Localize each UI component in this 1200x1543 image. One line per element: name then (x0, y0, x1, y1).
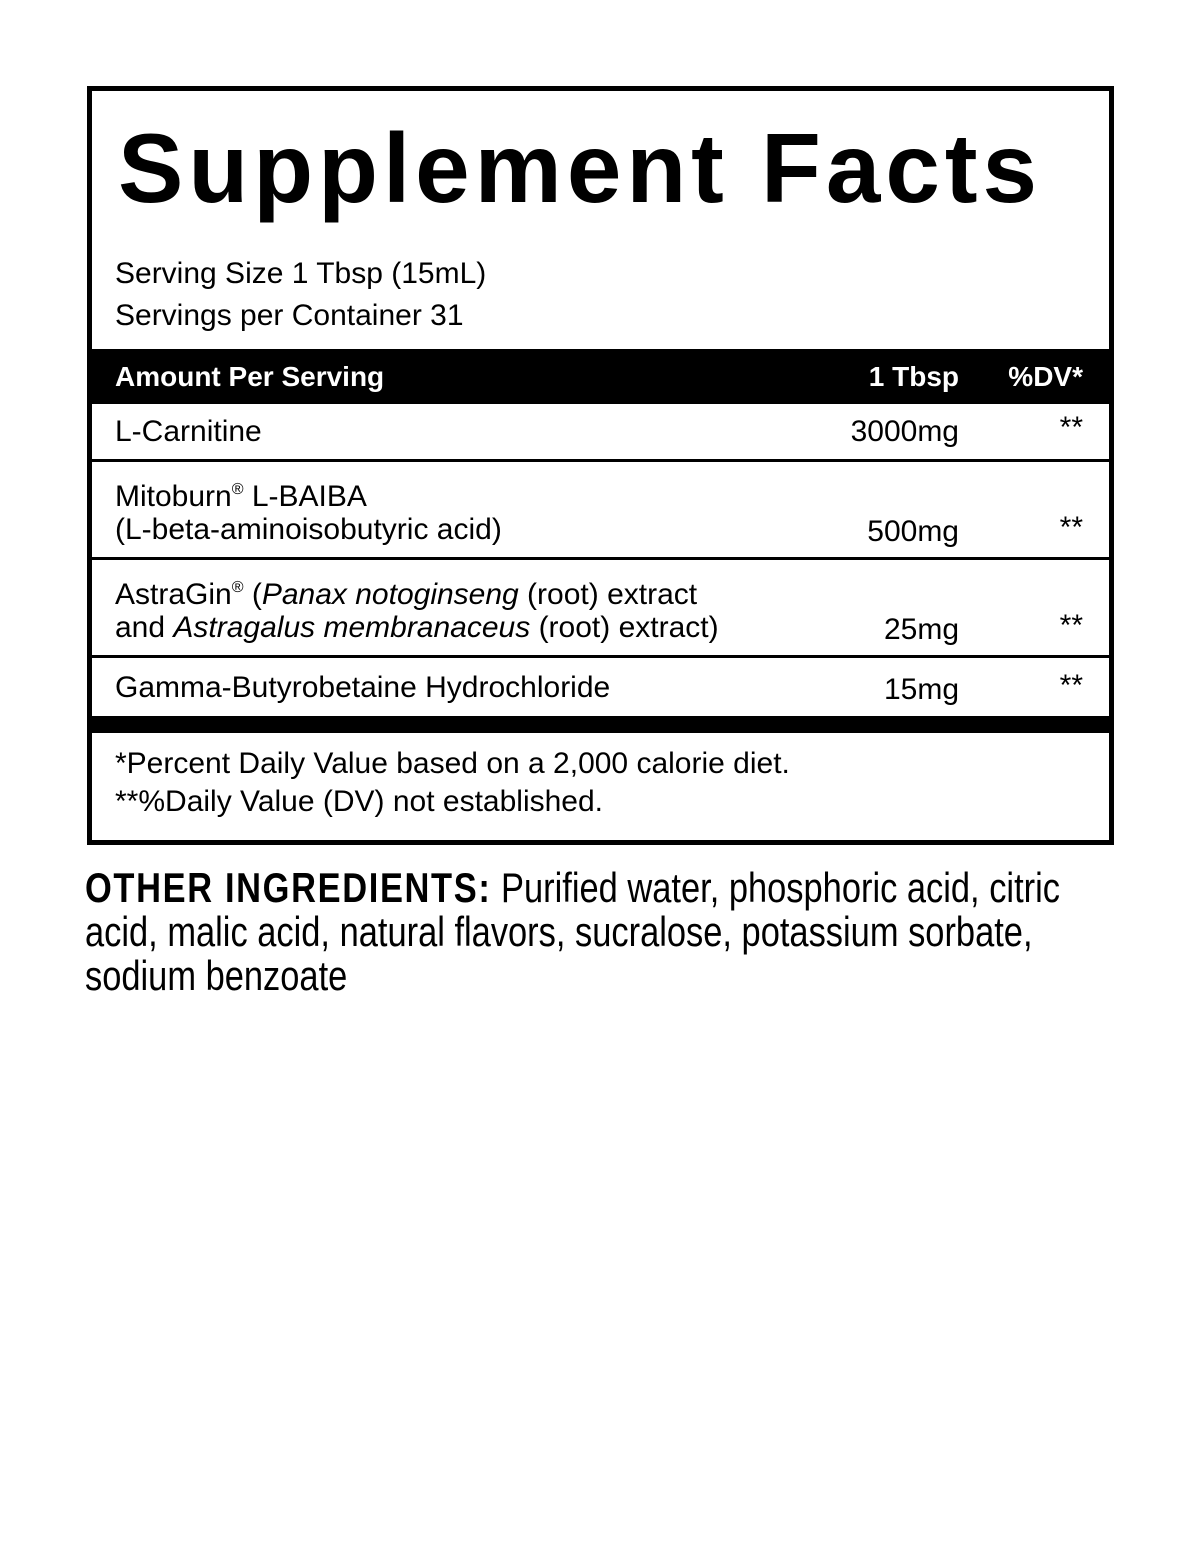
divider-bar (92, 716, 1109, 733)
name-italic: Astragalus membranaceus (173, 611, 531, 644)
ingredient-dv: ** (1059, 609, 1083, 642)
name-part: (root) extract (518, 578, 698, 611)
registered-mark: ® (231, 579, 244, 596)
ingredient-amount: 3000mg (850, 415, 959, 448)
ingredient-dv: ** (1059, 669, 1083, 702)
name-part: ( (243, 578, 262, 611)
registered-mark: ® (231, 481, 244, 498)
name-part: (root) extract) (530, 611, 719, 644)
ingredient-name: Gamma-Butyrobetaine Hydrochloride (115, 671, 611, 704)
name-part: and (115, 611, 174, 644)
table-row: Mitoburn® L-BAIBA (L-beta-aminoisobutyri… (92, 462, 1109, 560)
footnote: **%Daily Value (DV) not established. (115, 785, 604, 818)
amount-per-serving-label: Amount Per Serving (115, 361, 385, 392)
other-ingredients-label: OTHER INGREDIENTS: (85, 864, 492, 911)
dv-header: %DV* (1008, 361, 1083, 392)
ingredient-name: Mitoburn® L-BAIBA (115, 470, 367, 517)
supplement-facts-panel: Supplement Facts Serving Size 1 Tbsp (15… (87, 86, 1114, 845)
unit-header: 1 Tbsp (868, 361, 959, 392)
servings-per-container: Servings per Container 31 (115, 299, 464, 332)
name-part: L-BAIBA (243, 480, 367, 513)
footnote: *Percent Daily Value based on a 2,000 ca… (115, 747, 790, 780)
table-row: AstraGin® (Panax notoginseng (root) extr… (92, 560, 1109, 658)
table-row: Gamma-Butyrobetaine Hydrochloride 15mg *… (92, 658, 1109, 716)
table-row: L-Carnitine 3000mg ** (92, 404, 1109, 462)
ingredient-name-line2: (L-beta-aminoisobutyric acid) (115, 513, 502, 546)
name-italic: Panax notoginseng (261, 578, 519, 611)
name-part: Mitoburn (115, 480, 232, 513)
other-ingredients: OTHER INGREDIENTS: Purified water, phosp… (85, 866, 1118, 998)
ingredient-amount: 500mg (867, 515, 959, 548)
name-part: AstraGin (115, 578, 232, 611)
ingredient-name: L-Carnitine (115, 415, 262, 448)
ingredient-amount: 15mg (883, 673, 959, 706)
panel-title: Supplement Facts (118, 113, 1043, 223)
other-ingredients-text: Purified water, phosphoric acid, citric … (85, 864, 1060, 999)
ingredient-dv: ** (1059, 511, 1083, 544)
serving-size: Serving Size 1 Tbsp (15mL) (115, 257, 487, 290)
ingredient-name-line2: and Astragalus membranaceus (root) extra… (115, 608, 719, 648)
ingredient-dv: ** (1059, 411, 1083, 444)
table-header: Amount Per Serving 1 Tbsp %DV* (92, 349, 1109, 404)
ingredient-name: AstraGin® (Panax notoginseng (root) extr… (115, 568, 697, 615)
ingredient-amount: 25mg (883, 613, 959, 646)
